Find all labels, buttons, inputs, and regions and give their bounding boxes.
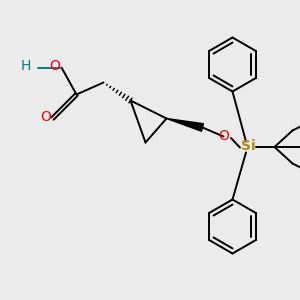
Text: O: O	[50, 59, 60, 73]
Text: Si: Si	[242, 140, 256, 153]
Text: O: O	[40, 110, 51, 124]
Text: O: O	[218, 129, 229, 143]
Polygon shape	[167, 118, 203, 131]
Text: H: H	[21, 59, 31, 73]
